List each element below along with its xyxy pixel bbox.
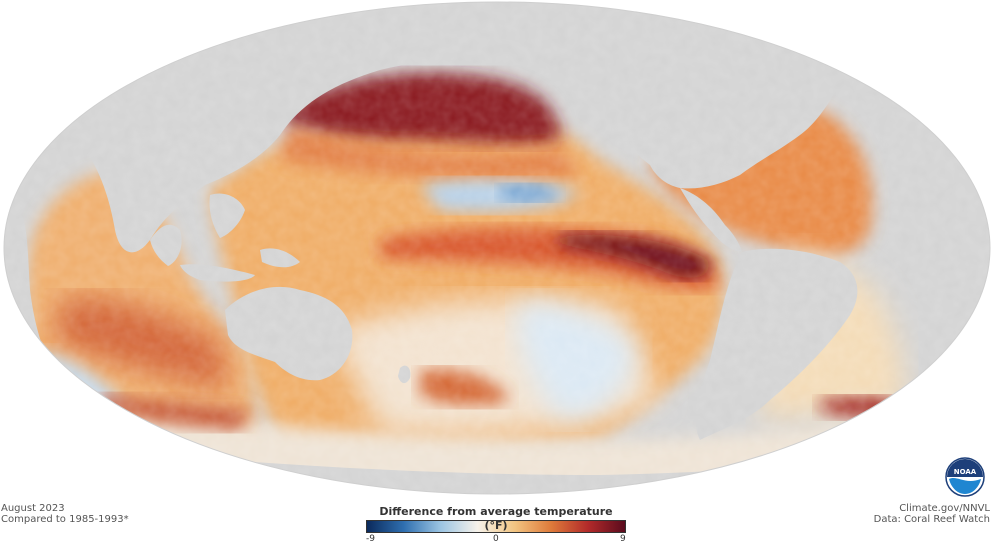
legend-mid-label: 0 [493, 534, 499, 544]
legend-max-label: 9 [620, 534, 626, 544]
color-legend: Difference from average temperature (°F)… [366, 505, 626, 545]
legend-title: Difference from average temperature (°F) [379, 505, 613, 532]
baseline-period: Compared to 1985-1993* [1, 514, 129, 525]
map-date-caption: August 2023 Compared to 1985-1993* [1, 503, 129, 525]
legend-ticks: -9 0 9 [366, 533, 626, 545]
world-map [3, 1, 991, 495]
map-date: August 2023 [1, 503, 65, 514]
noaa-logo-icon: NOAA [945, 457, 985, 497]
source-site: Climate.gov/NNVL [899, 503, 990, 514]
legend-min-label: -9 [366, 534, 375, 544]
legend-color-bar [366, 520, 626, 533]
noaa-logo-text: NOAA [954, 468, 977, 476]
data-source: Data: Coral Reef Watch [873, 514, 990, 525]
map-credits: Climate.gov/NNVL Data: Coral Reef Watch [874, 503, 990, 525]
